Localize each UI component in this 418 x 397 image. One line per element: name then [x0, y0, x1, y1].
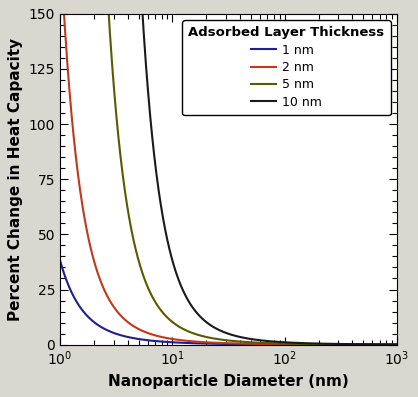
5 nm: [116, 136, 121, 141]
Line: 1 nm: 1 nm: [60, 261, 397, 345]
10 nm: [352, 342, 357, 347]
5 nm: [388, 342, 393, 347]
5 nm: [395, 342, 400, 347]
X-axis label: Nanoparticle Diameter (nm): Nanoparticle Diameter (nm): [108, 374, 349, 389]
10 nm: [388, 342, 393, 347]
1 nm: [187, 341, 192, 345]
2 nm: [116, 311, 121, 316]
1 nm: [116, 332, 121, 337]
Legend: 1 nm, 2 nm, 5 nm, 10 nm: 1 nm, 2 nm, 5 nm, 10 nm: [182, 20, 391, 115]
1 nm: [395, 342, 400, 347]
Line: 2 nm: 2 nm: [60, 0, 397, 345]
1 nm: [58, 258, 63, 263]
1 nm: [96, 323, 101, 328]
Y-axis label: Percent Change in Heat Capacity: Percent Change in Heat Capacity: [8, 38, 23, 321]
2 nm: [201, 340, 206, 345]
5 nm: [352, 342, 357, 347]
10 nm: [395, 342, 400, 347]
Line: 5 nm: 5 nm: [60, 0, 397, 345]
2 nm: [96, 273, 101, 278]
1 nm: [352, 342, 357, 347]
10 nm: [201, 318, 206, 322]
1 nm: [201, 341, 206, 346]
Line: 10 nm: 10 nm: [60, 0, 397, 345]
5 nm: [187, 330, 192, 334]
2 nm: [352, 342, 357, 347]
10 nm: [187, 300, 192, 305]
1 nm: [388, 342, 393, 347]
2 nm: [388, 342, 393, 347]
2 nm: [395, 342, 400, 347]
2 nm: [187, 339, 192, 343]
5 nm: [201, 334, 206, 339]
